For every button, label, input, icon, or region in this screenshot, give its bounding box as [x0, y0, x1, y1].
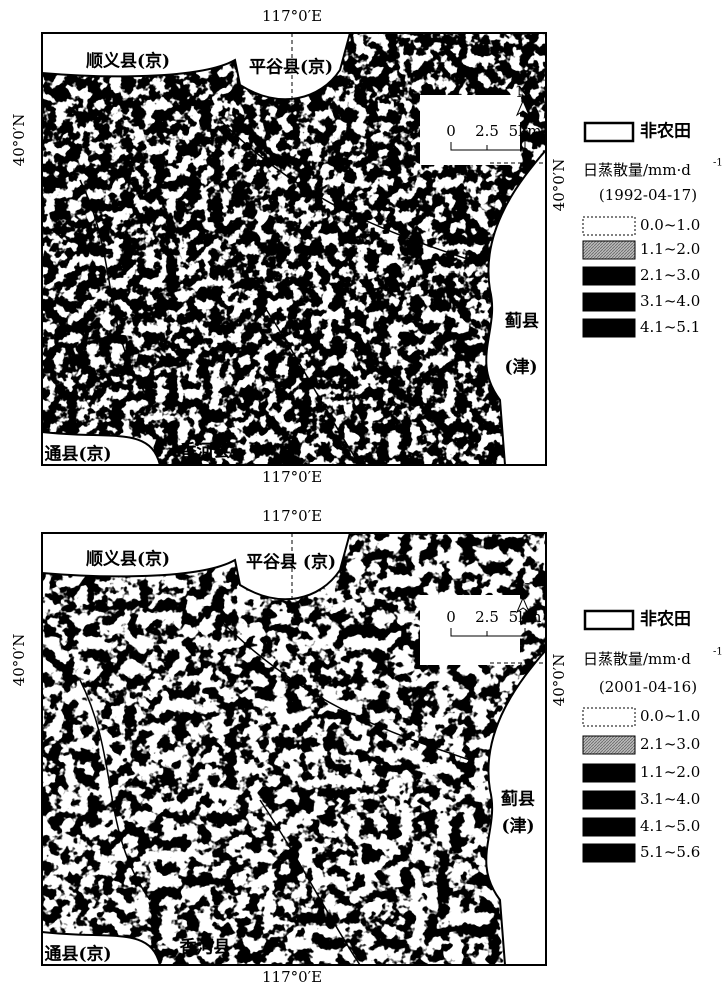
- place-name: (津): [504, 357, 537, 378]
- legend-date: (2001-04-16): [599, 678, 697, 696]
- nonfarm-area: [420, 95, 520, 165]
- place-name: 香河县: [180, 938, 231, 958]
- legend-title: 日蒸散量/mm·d: [583, 650, 691, 668]
- class-swatch: [583, 319, 635, 337]
- top-label: 117°0′E: [262, 7, 322, 25]
- place-name: 平谷县(京): [249, 57, 333, 78]
- place-name: 香河县: [180, 442, 231, 462]
- bottom-label: 117°0′E: [262, 468, 322, 486]
- scale-label: 2.5: [475, 122, 499, 140]
- class-label: 0.0~1.0: [640, 707, 700, 725]
- class-label: 1.1~2.0: [640, 240, 700, 258]
- class-swatch: [583, 293, 635, 311]
- class-label: 5.1~5.6: [640, 843, 700, 861]
- map-panel: 117°0′E 117°0′E 40°0′N 40°0′N 顺义县(京) 平谷县(京) 蓟县…: [10, 7, 723, 486]
- nonfarm-swatch: [585, 611, 633, 629]
- class-swatch: [583, 791, 635, 809]
- class-label: 3.1~4.0: [640, 292, 700, 310]
- right-label: 40°0′N: [550, 654, 568, 707]
- class-label: 2.1~3.0: [640, 266, 700, 284]
- place-name: 顺义县(京): [86, 51, 170, 72]
- scale-label: 2.5: [475, 608, 499, 626]
- north-arrow: N: [516, 83, 529, 101]
- legend-title-sup: -1: [713, 647, 723, 658]
- scale-label: 5km: [509, 122, 542, 140]
- figure: 117°0′E 117°0′E 40°0′N 40°0′N 顺义县(京) 平谷县(京) 蓟县…: [0, 0, 727, 993]
- map-panel: 117°0′E 117°0′E 40°0′N 40°0′N 顺义县(京) 平谷县 (京) 蓟…: [10, 507, 723, 986]
- nonfarm-label: 非农田: [640, 609, 691, 630]
- scale-label: 5km: [509, 608, 542, 626]
- nonfarm-label: 非农田: [640, 121, 691, 142]
- north-arrow: N: [516, 580, 529, 598]
- scale-label: 0: [446, 122, 456, 140]
- class-swatch: [583, 736, 635, 754]
- scale-label: 0: [446, 608, 456, 626]
- class-swatch: [583, 267, 635, 285]
- nonfarm-area: [420, 595, 520, 665]
- class-label: 2.1~3.0: [640, 735, 700, 753]
- class-label: 1.1~2.0: [640, 763, 700, 781]
- place-name: 蓟县: [504, 311, 539, 332]
- legend-date: (1992-04-17): [599, 186, 697, 204]
- top-label: 117°0′E: [262, 507, 322, 525]
- class-swatch: [583, 844, 635, 862]
- place-name: 蓟县: [500, 789, 535, 810]
- class-swatch: [583, 818, 635, 836]
- class-label: 3.1~4.0: [640, 790, 700, 808]
- left-label: 40°0′N: [10, 634, 28, 687]
- class-label: 4.1~5.1: [640, 318, 700, 336]
- place-name: 平谷县 (京): [246, 552, 336, 573]
- bottom-label: 117°0′E: [262, 968, 322, 986]
- place-name: 顺义县(京): [86, 549, 170, 570]
- place-name: (津): [501, 816, 534, 837]
- class-swatch: [583, 708, 635, 726]
- nonfarm-swatch: [585, 123, 633, 141]
- legend-title-sup: -1: [713, 158, 723, 169]
- right-label: 40°0′N: [550, 159, 568, 212]
- class-swatch: [583, 764, 635, 782]
- left-label: 40°0′N: [10, 114, 28, 167]
- class-swatch: [583, 241, 635, 259]
- place-name: 通县(京): [44, 944, 111, 965]
- class-swatch: [583, 217, 635, 235]
- legend-title: 日蒸散量/mm·d: [583, 161, 691, 179]
- class-label: 4.1~5.0: [640, 817, 700, 835]
- class-label: 0.0~1.0: [640, 216, 700, 234]
- place-name: 通县(京): [44, 444, 111, 465]
